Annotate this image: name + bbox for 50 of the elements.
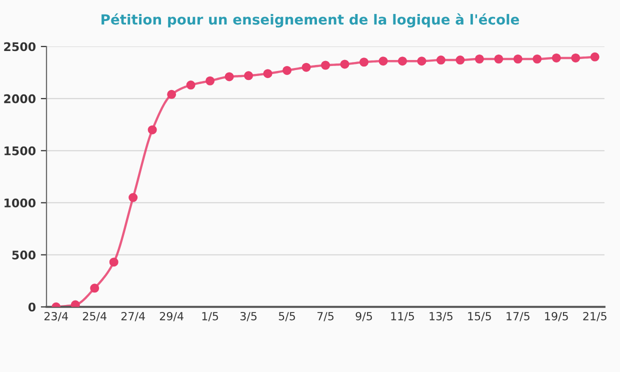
- x-tick-label: 23/4: [44, 312, 68, 322]
- point: [70, 300, 80, 307]
- point: [417, 56, 426, 66]
- point: [186, 80, 196, 90]
- point: [474, 54, 484, 64]
- point: [148, 125, 157, 134]
- x-tick-label: 29/4: [160, 312, 184, 322]
- point: [320, 60, 330, 70]
- x-tick-label: 27/4: [121, 312, 145, 322]
- x-tick-label: 13/5: [430, 312, 452, 322]
- y-tick-label: 1500: [4, 146, 36, 156]
- x-tick-label: 11/5: [391, 312, 414, 322]
- point: [378, 56, 388, 66]
- y-tick-label: 500: [12, 250, 36, 260]
- chart-title: Pétition pour un enseignement de la logique à l'école: [102, 13, 520, 28]
- point: [263, 69, 272, 78]
- point: [224, 72, 234, 82]
- x-tick-label: 7/5: [317, 312, 334, 322]
- point: [109, 258, 118, 267]
- point: [340, 60, 350, 69]
- y-tick-label: 0: [28, 302, 36, 312]
- point: [436, 56, 446, 65]
- point: [244, 71, 254, 80]
- point: [532, 54, 542, 64]
- point: [359, 58, 368, 67]
- point: [398, 56, 407, 66]
- point: [90, 284, 100, 293]
- point: [282, 66, 292, 75]
- point: [456, 56, 465, 65]
- x-tick-label: 17/5: [506, 312, 530, 322]
- x-tick-label: 1/5: [202, 312, 218, 322]
- point: [167, 90, 176, 99]
- point: [128, 193, 138, 202]
- y-tick-label: 2000: [4, 94, 36, 104]
- point: [206, 76, 215, 86]
- y-tick-label: 2500: [4, 42, 36, 52]
- point: [590, 52, 600, 62]
- x-tick-label: 5/5: [278, 312, 295, 322]
- point: [302, 62, 311, 72]
- point: [494, 54, 504, 64]
- x-tick-label: 19/5: [545, 312, 568, 322]
- point: [571, 53, 580, 62]
- y-tick-label: 1000: [4, 198, 36, 208]
- point: [513, 54, 522, 64]
- point: [552, 53, 561, 62]
- x-tick-label: 21/5: [583, 312, 606, 322]
- x-tick-label: 25/4: [82, 312, 106, 322]
- x-tick-label: 3/5: [240, 312, 257, 322]
- x-tick-label: 9/5: [356, 312, 372, 322]
- x-tick-label: 15/5: [468, 312, 491, 322]
